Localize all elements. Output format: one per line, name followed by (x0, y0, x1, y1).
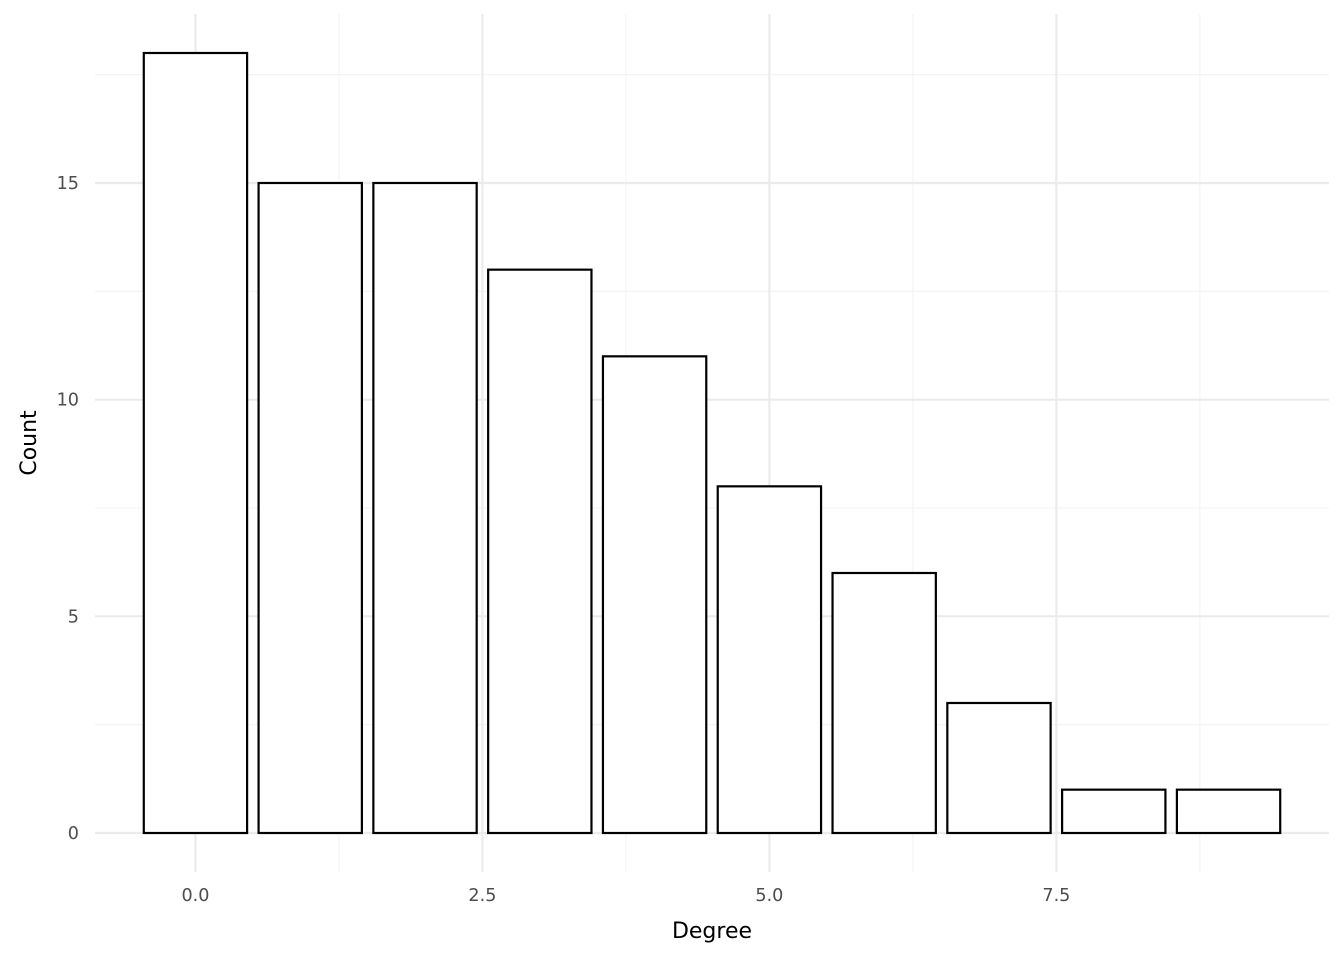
y-axis-title: Count (17, 410, 42, 476)
bar (487, 268, 593, 835)
y-tick-label: 15 (57, 174, 79, 194)
y-tick-label: 0 (68, 824, 79, 844)
bar (716, 485, 823, 835)
bar (831, 571, 937, 835)
bar (1175, 788, 1282, 835)
bar (1061, 788, 1167, 835)
y-axis-tick-labels: 0 5 10 15 (57, 174, 79, 844)
bar (946, 701, 1052, 835)
x-tick-label: 2.5 (468, 886, 496, 906)
y-tick-label: 5 (68, 607, 79, 627)
x-tick-label: 7.5 (1042, 886, 1070, 906)
bar (142, 51, 249, 835)
x-tick-label: 5.0 (755, 886, 783, 906)
x-tick-label: 0.0 (181, 886, 209, 906)
y-tick-label: 10 (57, 391, 79, 411)
bar (257, 181, 363, 835)
x-axis-tick-labels: 0.0 2.5 5.0 7.5 (181, 886, 1070, 906)
bars (142, 51, 1282, 835)
bar (601, 355, 708, 835)
bar (372, 181, 478, 835)
x-axis-title: Degree (672, 919, 752, 944)
